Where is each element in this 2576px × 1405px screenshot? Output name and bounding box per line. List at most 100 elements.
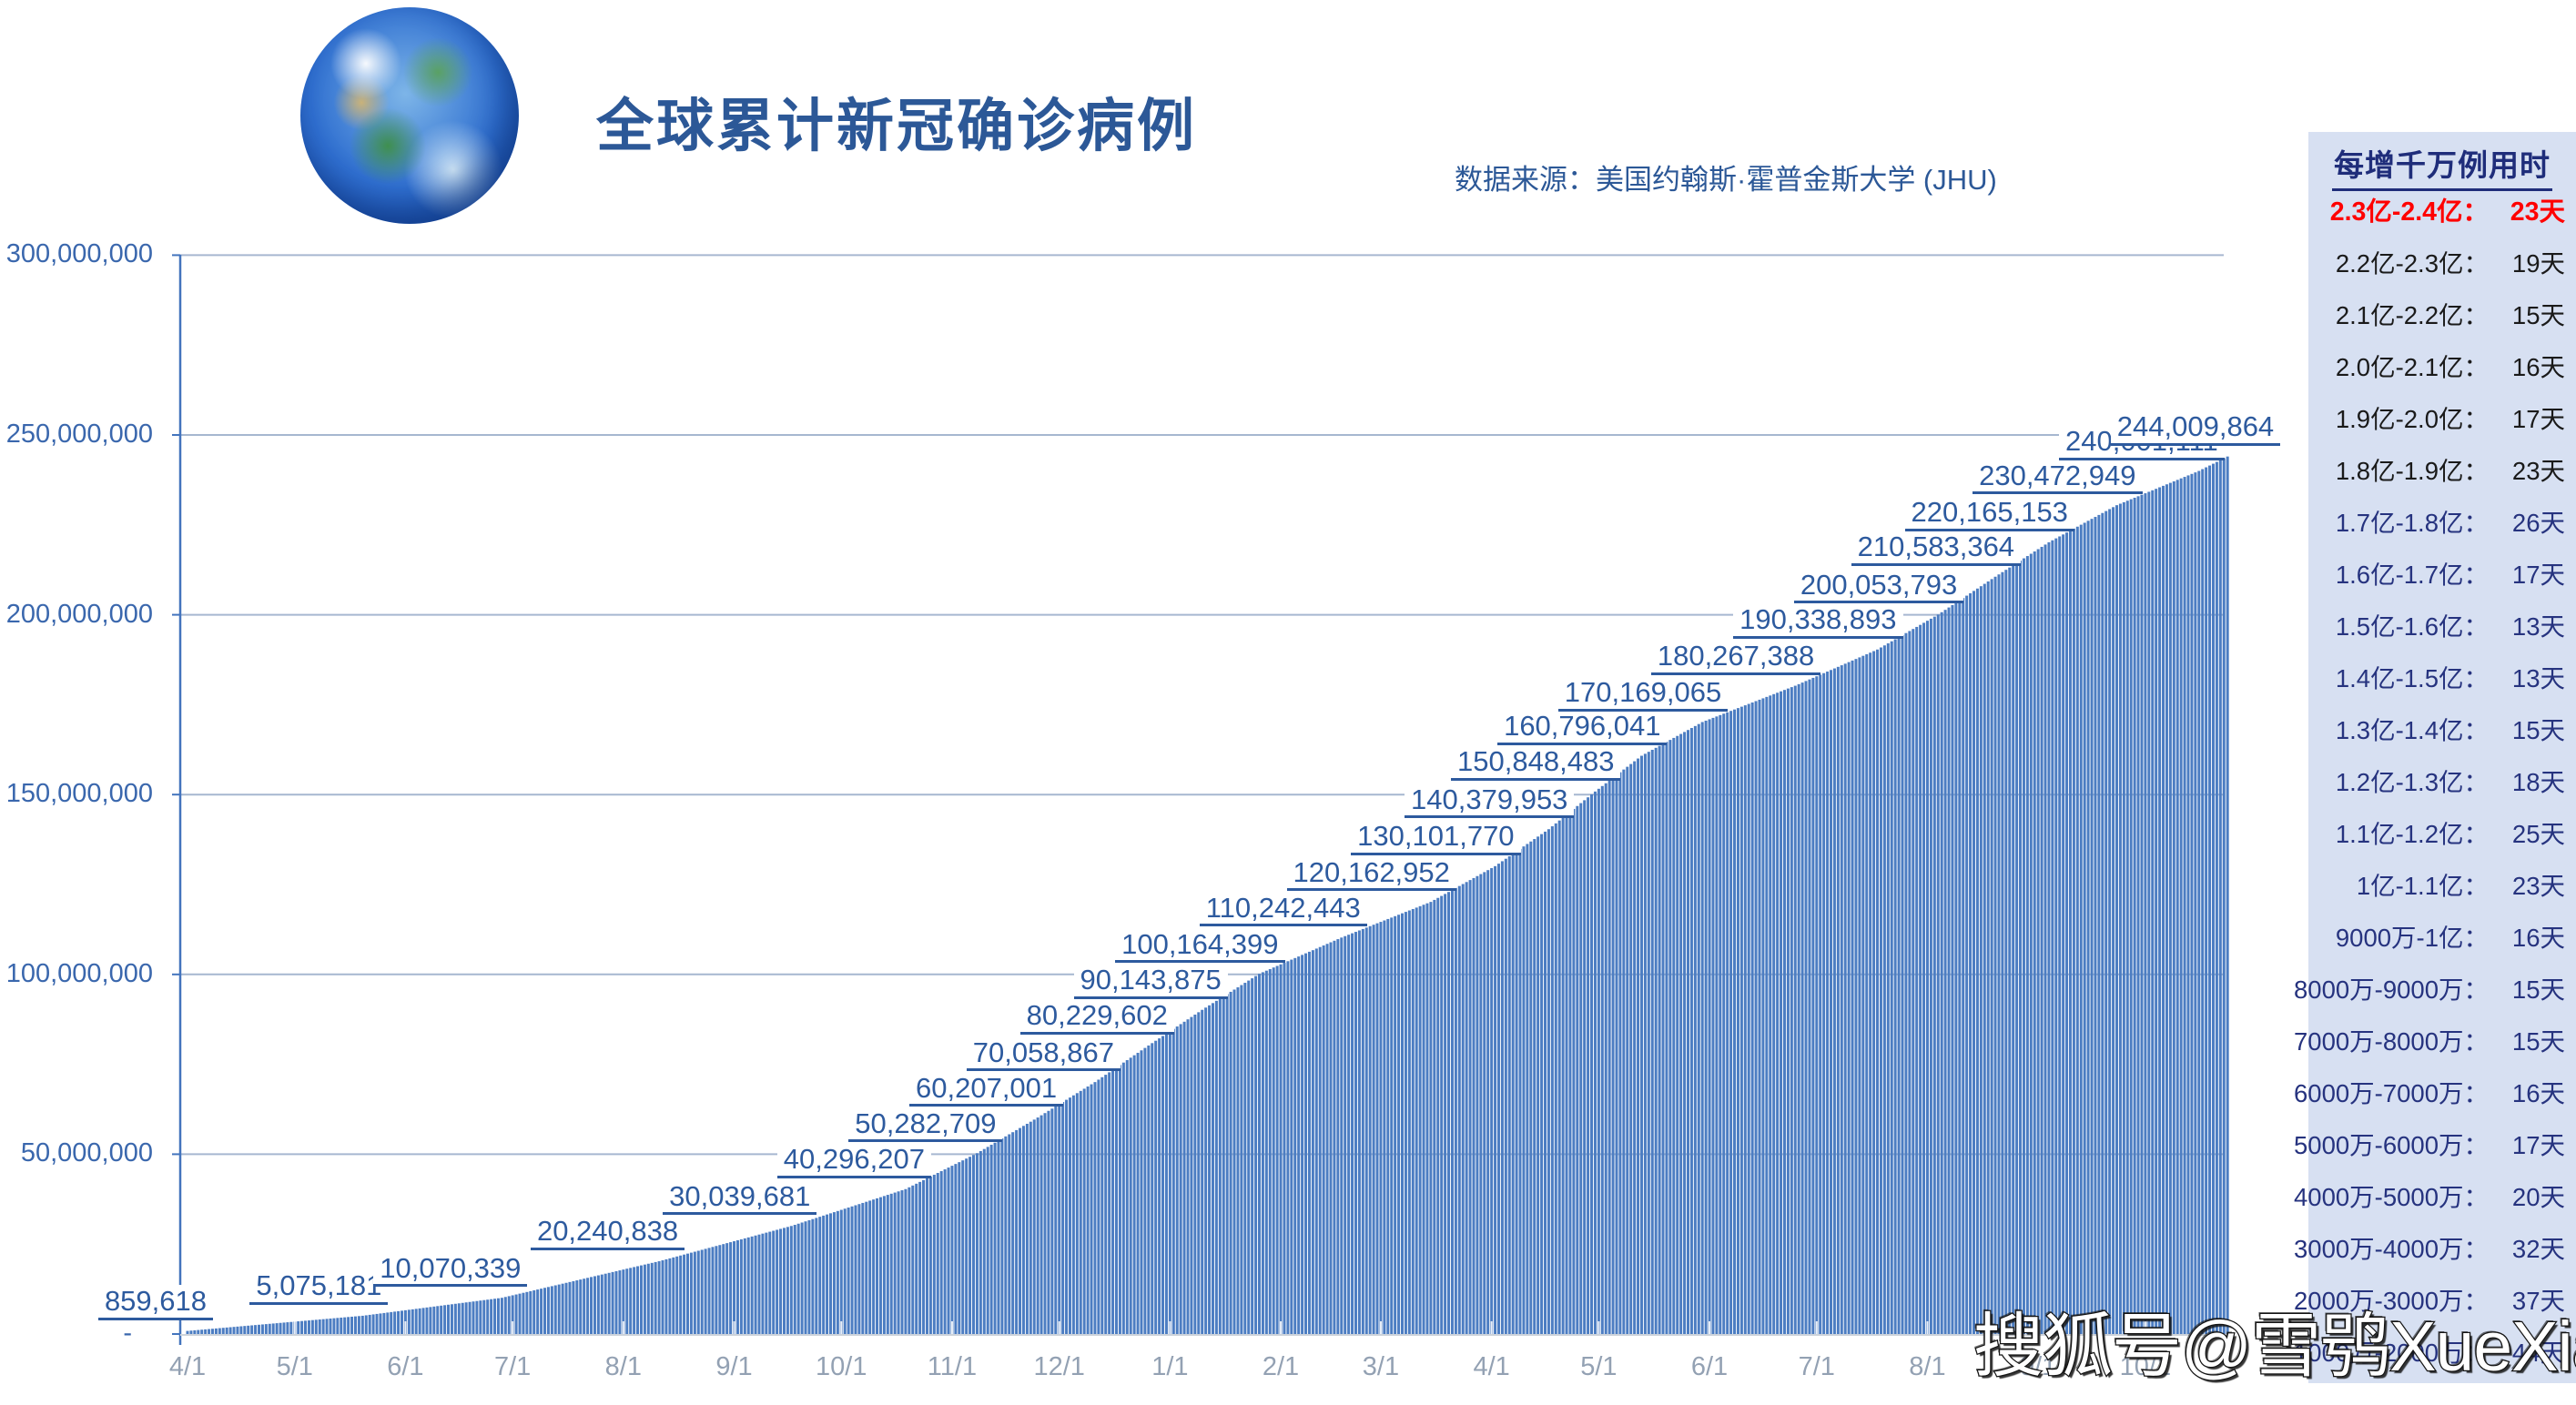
daily-bar xyxy=(1518,848,1522,1334)
panel-row: 1.4亿-1.5亿： 13天 xyxy=(2336,660,2565,692)
daily-bar xyxy=(540,1289,543,1334)
daily-bar xyxy=(2036,549,2040,1334)
daily-bar xyxy=(553,1285,557,1334)
daily-bar xyxy=(1754,701,1758,1334)
daily-bar xyxy=(493,1299,497,1334)
daily-bar xyxy=(1019,1127,1022,1334)
daily-bar xyxy=(1311,950,1314,1334)
daily-bar xyxy=(2118,503,2122,1334)
daily-bar xyxy=(1158,1038,1161,1334)
daily-bar xyxy=(1071,1095,1075,1334)
daily-bar xyxy=(1587,797,1590,1334)
daily-bar xyxy=(390,1311,393,1334)
daily-bar xyxy=(546,1287,550,1334)
daily-bar xyxy=(1422,905,1425,1334)
panel-row-range: 2.3亿-2.4亿： xyxy=(2329,197,2489,227)
daily-bar xyxy=(304,1320,308,1334)
daily-bar xyxy=(1997,574,2001,1334)
daily-bar xyxy=(1136,1052,1140,1334)
daily-bar xyxy=(472,1301,475,1334)
daily-bar xyxy=(1179,1024,1182,1334)
daily-bar xyxy=(1304,953,1308,1334)
daily-bar xyxy=(1665,742,1668,1334)
daily-bar xyxy=(357,1316,360,1334)
month-tick xyxy=(1926,1321,1929,1334)
daily-bar xyxy=(1068,1097,1071,1334)
daily-bar xyxy=(722,1244,725,1334)
daily-bar xyxy=(815,1218,818,1334)
daily-bar xyxy=(1901,634,1904,1334)
daily-bar xyxy=(379,1313,382,1334)
daily-bar xyxy=(2205,467,2208,1334)
daily-bar xyxy=(586,1278,590,1334)
daily-bar xyxy=(1383,920,1386,1334)
daily-bar xyxy=(2226,456,2229,1334)
daily-bar xyxy=(1722,713,1726,1334)
daily-bar xyxy=(768,1231,772,1334)
month-tick xyxy=(2037,1321,2040,1334)
side-panel-growth-times: 每增千万例用时 2.3亿-2.4亿： 23天 2.2亿-2.3亿： 19天 2.1亿-2… xyxy=(2294,132,2576,1383)
daily-bar xyxy=(1522,846,1526,1334)
daily-bar xyxy=(486,1299,490,1334)
daily-bar xyxy=(2075,526,2079,1334)
daily-bar xyxy=(1097,1079,1100,1334)
daily-bar xyxy=(1922,622,1926,1334)
daily-bar xyxy=(1529,841,1533,1334)
daily-bar xyxy=(636,1266,640,1334)
daily-bar xyxy=(1000,1138,1004,1334)
daily-bar xyxy=(1436,897,1440,1334)
panel-row: 4000万-5000万： 20天 xyxy=(2294,1178,2565,1211)
daily-bar xyxy=(1947,607,1951,1334)
daily-bar xyxy=(776,1229,779,1334)
panel-row-days: 18天 xyxy=(2511,768,2565,796)
daily-bar xyxy=(2175,480,2179,1334)
daily-bar xyxy=(1465,882,1468,1334)
daily-bar xyxy=(1236,987,1240,1334)
daily-bar xyxy=(2147,491,2151,1334)
daily-bar xyxy=(961,1160,965,1334)
daily-bar xyxy=(382,1312,386,1334)
daily-bar xyxy=(1983,583,1986,1334)
daily-bar xyxy=(2054,538,2058,1334)
month-tick xyxy=(840,1321,843,1334)
milestone-label: 220,165,153 xyxy=(1904,496,2074,531)
daily-bar xyxy=(904,1188,908,1334)
daily-bar xyxy=(421,1308,425,1334)
daily-bar xyxy=(972,1155,975,1334)
panel-row-range: 9000万-1亿： xyxy=(2335,924,2489,952)
daily-bar xyxy=(2001,571,2004,1334)
daily-bar xyxy=(1361,928,1364,1334)
daily-bar xyxy=(1264,970,1268,1334)
daily-bar xyxy=(1793,685,1797,1334)
daily-bar xyxy=(1386,918,1390,1334)
daily-bar xyxy=(568,1281,572,1334)
milestone-label: 110,242,443 xyxy=(1199,891,1367,927)
daily-bar xyxy=(1719,714,1722,1334)
daily-bar xyxy=(607,1272,611,1334)
daily-bar xyxy=(1876,649,1880,1334)
daily-bar xyxy=(1394,915,1397,1334)
daily-bar xyxy=(1065,1099,1069,1334)
daily-bar xyxy=(739,1238,743,1334)
daily-bar xyxy=(2094,517,2097,1334)
daily-bar xyxy=(1965,595,1969,1334)
daily-bar xyxy=(482,1299,486,1334)
panel-row: 2.2亿-2.3亿： 19天 xyxy=(2336,245,2565,278)
panel-row-range: 1.5亿-1.6亿： xyxy=(2335,612,2489,641)
daily-bar xyxy=(1175,1026,1179,1334)
daily-bar xyxy=(1168,1031,1171,1334)
month-tick xyxy=(950,1321,953,1334)
daily-bar xyxy=(432,1306,436,1334)
daily-bar xyxy=(826,1214,829,1334)
daily-bar xyxy=(1511,854,1515,1334)
daily-bar xyxy=(689,1252,693,1334)
daily-bar xyxy=(228,1327,232,1334)
daily-bar xyxy=(711,1247,715,1334)
daily-bar xyxy=(718,1245,722,1334)
daily-bar xyxy=(239,1326,243,1334)
daily-bar xyxy=(1425,903,1429,1334)
daily-bar xyxy=(1336,939,1340,1334)
latest-total-label: 244,009,864 xyxy=(2110,410,2281,446)
daily-bar xyxy=(1915,626,1919,1334)
daily-bar xyxy=(754,1235,757,1334)
